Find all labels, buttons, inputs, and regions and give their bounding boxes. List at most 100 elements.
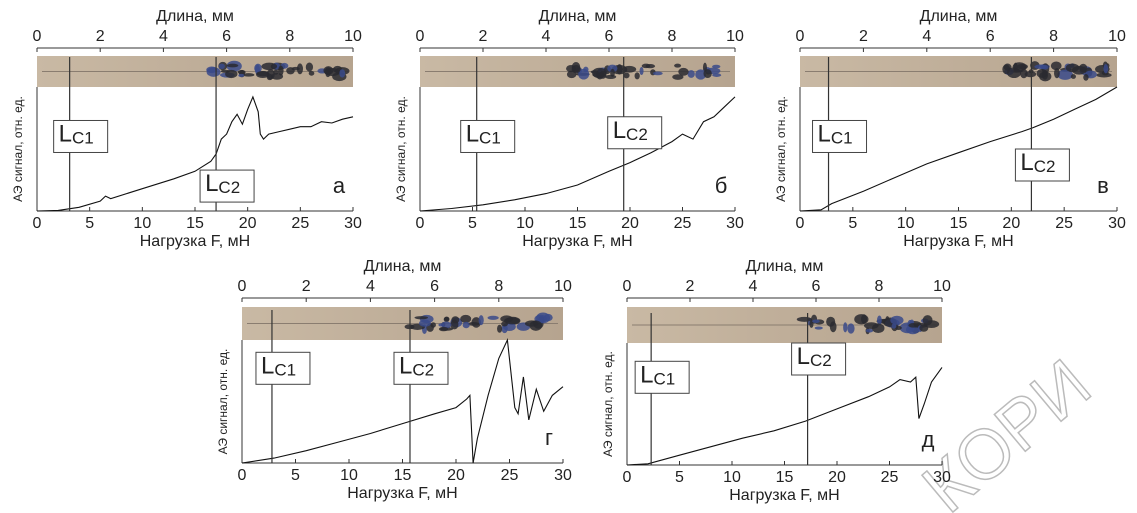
scratch-debris [261,62,278,71]
x-tick-label: 15 [776,469,794,486]
scratch-debris [1034,64,1047,69]
scratch-debris [206,67,221,77]
x-tick-label: 30 [344,215,362,232]
top-tick-label: 4 [542,28,551,45]
top-tick-label: 0 [238,278,247,295]
x-tick-label: 15 [186,215,204,232]
top-tick-label: 0 [416,28,425,45]
top-tick-label: 10 [554,278,572,295]
scratch-debris [1083,74,1089,81]
critical-load-letter: L [640,362,653,389]
critical-load-label: LC2 [613,117,648,144]
x-tick-label: 25 [674,215,692,232]
y-axis-title: АЭ сигнал, отн. ед. [11,96,25,202]
top-tick-label: 2 [479,28,488,45]
scratch-debris [605,74,617,79]
scratch-debris [607,64,618,73]
critical-load-label: LC2 [1020,149,1055,176]
x-tick-label: 30 [554,467,572,484]
x-axis-title: Нагрузка F, мН [347,485,457,502]
scratch-debris [1012,62,1027,72]
critical-load-label: LC2 [399,353,434,380]
scratch-debris [270,73,284,80]
x-tick-label: 5 [468,215,477,232]
critical-load-letter: L [261,353,274,380]
signal-line [419,96,736,212]
scratch-debris [865,328,874,333]
critical-load-letter: L [205,170,218,197]
signal-line [36,95,354,212]
x-axis-title: Нагрузка F, мН [522,233,632,250]
scratch-debris [497,324,503,333]
top-tick-label: 8 [494,278,503,295]
scratch-debris [414,316,429,320]
scratch-debris [256,70,270,79]
scratch-debris [478,315,484,326]
top-axis-title: Длина, мм [364,258,442,275]
x-tick-label: 5 [675,469,684,486]
scratch-debris [583,66,589,73]
scratch-debris [419,319,431,327]
critical-load-subscript: C2 [626,125,648,144]
critical-load-label: LC1 [818,121,853,148]
top-tick-label: 6 [605,28,614,45]
critical-load-box [791,342,847,376]
scratch-debris [687,70,695,78]
top-tick-label: 10 [1108,28,1126,45]
x-tick-label: 0 [33,215,42,232]
scratch-debris [623,72,630,79]
x-tick-label: 5 [291,467,300,484]
scratch-debris [339,69,346,78]
x-tick-label: 10 [133,215,151,232]
top-tick-label: 4 [749,278,758,295]
top-tick-label: 4 [922,28,931,45]
critical-load-subscript: C1 [274,361,296,380]
x-tick-label: 15 [569,215,587,232]
panel-label: д [922,427,935,452]
scratch-debris [462,321,470,329]
top-tick-label: 4 [366,278,375,295]
critical-load-letter: L [613,117,626,144]
critical-load-letter: L [818,121,831,148]
critical-load-label: LC1 [59,121,94,148]
scratch-debris [487,315,499,320]
scratch-debris [877,315,882,326]
top-axis-title: Длина, мм [920,8,998,25]
scratch-debris [695,69,707,80]
scratch-debris [796,316,812,322]
scratch-debris [296,63,303,75]
x-tick-label: 20 [828,469,846,486]
scratch-debris [712,64,721,69]
top-tick-label: 6 [430,278,439,295]
x-axis-title: Нагрузка F, мН [729,487,839,504]
x-tick-label: 25 [291,215,309,232]
scratch-debris [812,319,820,324]
scratch-debris [890,315,904,325]
scratch-debris [226,63,239,68]
scratch-debris [829,321,837,333]
scratch-debris [674,63,682,68]
scratch-debris [592,72,605,78]
top-tick-label: 8 [285,28,294,45]
signal-line [626,367,943,466]
scratch-debris [919,324,929,332]
scratch-debris [622,65,637,73]
scratch-debris [443,316,450,323]
scratch-debris [438,323,445,327]
scratch-debris [861,314,868,324]
scratch-debris [543,313,553,322]
y-axis-title: АЭ сигнал, отн. ед. [774,96,788,202]
x-tick-label: 0 [416,215,425,232]
x-tick-label: 30 [1108,215,1126,232]
critical-load-subscript: C1 [654,370,676,389]
scratch-debris [672,74,684,80]
scratch-debris [872,323,885,334]
scratch-debris [305,62,314,72]
critical-load-subscript: C2 [412,361,434,380]
panel-label: г [545,425,553,450]
scratch-debris [308,70,315,76]
scratch-debris [1070,74,1076,79]
top-tick-label: 4 [159,28,168,45]
critical-load-box [460,119,516,153]
scratch-debris [703,69,712,79]
